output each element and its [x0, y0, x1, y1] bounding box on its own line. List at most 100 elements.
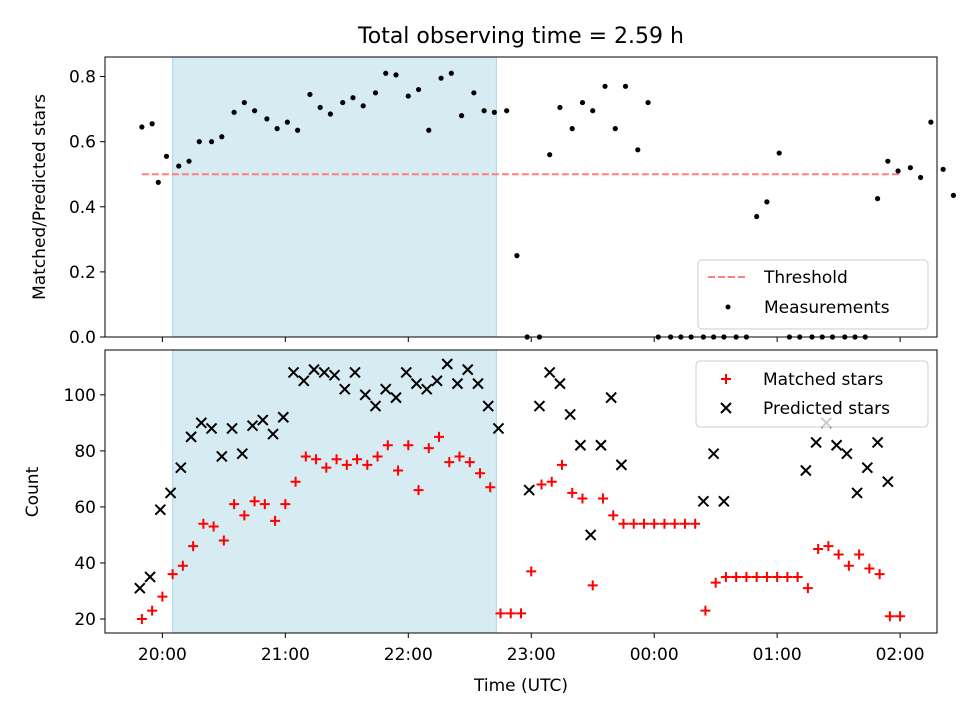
- matched-star-point: [536, 479, 547, 490]
- predicted-star-point: [421, 383, 433, 395]
- matched-star-point: [813, 543, 824, 554]
- matched-star-point: [720, 571, 731, 582]
- matched-star-point: [700, 605, 711, 616]
- predicted-star-point: [800, 464, 812, 477]
- matched-star-point: [669, 518, 680, 529]
- measurement-point: [635, 147, 641, 153]
- predicted-star-point: [431, 375, 443, 387]
- predicted-star-point: [277, 411, 289, 423]
- bottom-y-ticks: 20 40 60 80 100: [64, 386, 105, 630]
- matched-star-point: [177, 560, 188, 571]
- measurement-point: [284, 119, 290, 125]
- predicted-star-point: [144, 571, 156, 583]
- measurement-point: [350, 95, 356, 101]
- matched-star-point: [249, 496, 260, 507]
- measurement-point: [895, 168, 901, 174]
- x-tick-label: 02:00: [876, 645, 925, 665]
- matched-star-point: [895, 611, 906, 622]
- predicted-star-point: [154, 504, 167, 516]
- predicted-star-point: [205, 422, 218, 435]
- matched-star-point: [546, 476, 557, 487]
- matched-star-point: [659, 518, 670, 529]
- bottom-legend-box: [695, 360, 929, 428]
- top-legend: Threshold Measurements: [697, 259, 929, 330]
- matched-star-point: [782, 571, 793, 582]
- matched-star-point: [444, 457, 455, 468]
- measurement-point: [622, 83, 629, 89]
- predicted-star-point: [543, 366, 556, 379]
- legend-matched-label: Matched stars: [763, 370, 883, 390]
- measurement-point: [176, 163, 182, 169]
- bottom-y-tick-label: 60: [74, 498, 96, 518]
- matched-star-point: [874, 569, 885, 580]
- measurement-point: [918, 174, 924, 181]
- matched-star-point: [208, 521, 219, 532]
- x-tick-label: 01:00: [753, 645, 802, 665]
- measurement-point: [547, 152, 553, 158]
- predicted-star-point: [349, 366, 361, 379]
- measurement-point: [307, 91, 313, 98]
- matched-star-point: [475, 468, 486, 479]
- predicted-star-point: [134, 582, 146, 594]
- predicted-star-point: [554, 377, 566, 390]
- legend-measurements-label: Measurements: [764, 298, 890, 318]
- matched-star-point: [608, 510, 619, 521]
- measurement-point: [754, 213, 760, 220]
- predicted-star-point: [226, 422, 238, 435]
- matched-star-point: [864, 563, 875, 574]
- matched-star-point: [823, 541, 834, 552]
- predicted-star-point: [482, 400, 494, 412]
- measurement-point: [251, 108, 258, 114]
- measurement-point: [360, 103, 366, 109]
- predicted-star-point: [574, 439, 587, 451]
- matched-star-point: [597, 493, 608, 504]
- predicted-star-point: [195, 417, 208, 429]
- predicted-star-point: [359, 389, 371, 401]
- matched-star-point: [280, 499, 291, 510]
- measurement-point: [569, 126, 575, 132]
- predicted-star-point: [441, 358, 453, 370]
- bottom-y-tick-label: 100: [64, 386, 96, 406]
- x-tick-label: 00:00: [630, 645, 679, 665]
- measurement-point: [602, 83, 608, 89]
- matched-star-point: [485, 482, 496, 493]
- x-tick-label: 21:00: [261, 645, 310, 665]
- predicted-star-point: [318, 366, 330, 379]
- predicted-star-point: [410, 377, 423, 390]
- measurement-point: [438, 75, 444, 81]
- measurement-point: [950, 192, 956, 198]
- measurement-point: [426, 127, 432, 133]
- measurement-point: [241, 99, 247, 106]
- matched-star-point: [577, 493, 588, 504]
- matched-star-point: [741, 571, 752, 582]
- matched-star-point: [772, 571, 783, 582]
- matched-star-point: [157, 591, 168, 602]
- measurement-point: [393, 72, 399, 78]
- top-y-tick-label: 0.6: [69, 133, 96, 153]
- matched-star-point: [802, 583, 813, 594]
- measurement-point: [163, 153, 170, 159]
- matched-star-point: [311, 454, 322, 465]
- measurement-point: [590, 108, 596, 114]
- top-plot-frame: [104, 56, 938, 338]
- predicted-star-point: [257, 414, 269, 426]
- matched-star-point: [690, 518, 701, 529]
- predicted-star-point: [605, 391, 617, 404]
- measurement-points: [139, 70, 956, 340]
- predicted-star-point: [246, 419, 259, 432]
- measurement-point: [317, 104, 323, 111]
- matched-star-point: [587, 580, 598, 591]
- matched-star-point: [321, 462, 332, 473]
- measurement-point: [264, 116, 270, 122]
- matched-star-point: [679, 518, 690, 529]
- predicted-star-point: [595, 439, 607, 451]
- predicted-star-point: [830, 439, 843, 451]
- bottom-x-ticks: 20:00 21:00 22:00 23:00 00:00 01:00 02:00: [138, 633, 925, 665]
- predicted-star-point: [369, 400, 382, 412]
- bottom-y-tick-label: 40: [74, 554, 96, 574]
- predicted-star-point: [267, 428, 279, 440]
- measurement-point: [579, 99, 586, 106]
- measurement-point: [504, 108, 510, 114]
- bottom-panel: 20 40 60 80 100 20:00 21:00 22:00 23:00 00:00 01:…: [23, 349, 938, 696]
- measurement-point: [481, 108, 487, 114]
